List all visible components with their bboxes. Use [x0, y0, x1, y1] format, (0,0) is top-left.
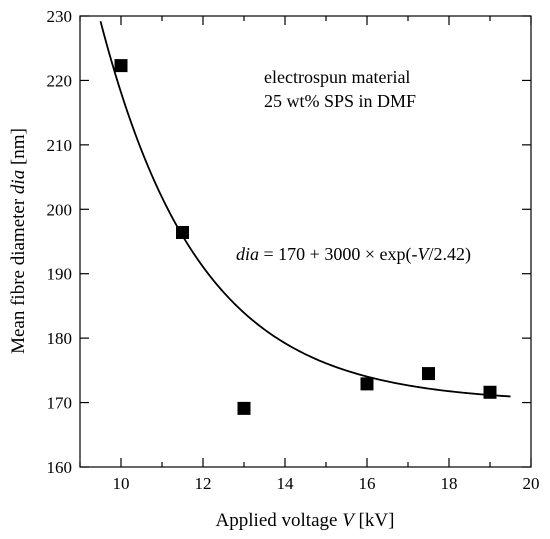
data-point: [176, 225, 189, 239]
ticks: [79, 15, 532, 468]
data-point: [483, 385, 497, 399]
y-tick-label: 220: [47, 71, 73, 90]
equation-var-dia: dia: [236, 244, 259, 264]
x-tick-label: 12: [195, 474, 212, 493]
fit-equation: dia = 170 + 3000 × exp(-V/2.42): [236, 244, 471, 265]
data-point: [237, 401, 251, 415]
y-tick-label: 230: [47, 7, 73, 26]
y-axis-title-unit: [nm]: [8, 128, 29, 170]
y-tick-label: 160: [47, 458, 73, 477]
x-tick-label: 16: [359, 474, 376, 493]
y-tick-label: 180: [47, 329, 73, 348]
equation-var-v: V: [417, 244, 430, 264]
x-tick-label: 14: [277, 474, 295, 493]
y-tick-label: 190: [47, 265, 73, 284]
data-point: [360, 377, 374, 391]
equation-middle: = 170 + 3000 × exp(-: [259, 244, 417, 265]
annotation-line-1: electrospun material: [264, 67, 410, 87]
y-axis-title-prefix: Mean fibre diameter: [8, 194, 29, 354]
annotation-line-2: 25 wt% SPS in DMF: [264, 91, 416, 111]
fit-curve: [99, 20, 511, 398]
y-axis-title: Mean fibre diameter dia [nm]: [8, 128, 29, 354]
y-tick-label: 200: [47, 200, 73, 219]
tick-labels: 10 12 14 16 18 20 160 170 180 190 200 210 220 230: [47, 7, 540, 493]
x-tick-label: 10: [113, 474, 130, 493]
x-axis-title-unit: [kV]: [354, 510, 395, 531]
y-tick-label: 210: [47, 136, 73, 155]
data-point: [114, 59, 128, 73]
data-markers: [114, 59, 497, 415]
data-point: [422, 367, 435, 381]
x-axis-title: Applied voltage V [kV]: [216, 510, 395, 531]
x-axis-title-var: V: [342, 510, 356, 531]
x-tick-label: 20: [523, 474, 540, 493]
y-axis-title-var: dia: [8, 170, 29, 194]
equation-end: /2.42): [428, 244, 471, 265]
y-tick-label: 170: [47, 394, 73, 413]
x-axis-title-prefix: Applied voltage: [216, 510, 343, 531]
x-tick-label: 18: [441, 474, 458, 493]
plot-frame: [79, 15, 532, 468]
